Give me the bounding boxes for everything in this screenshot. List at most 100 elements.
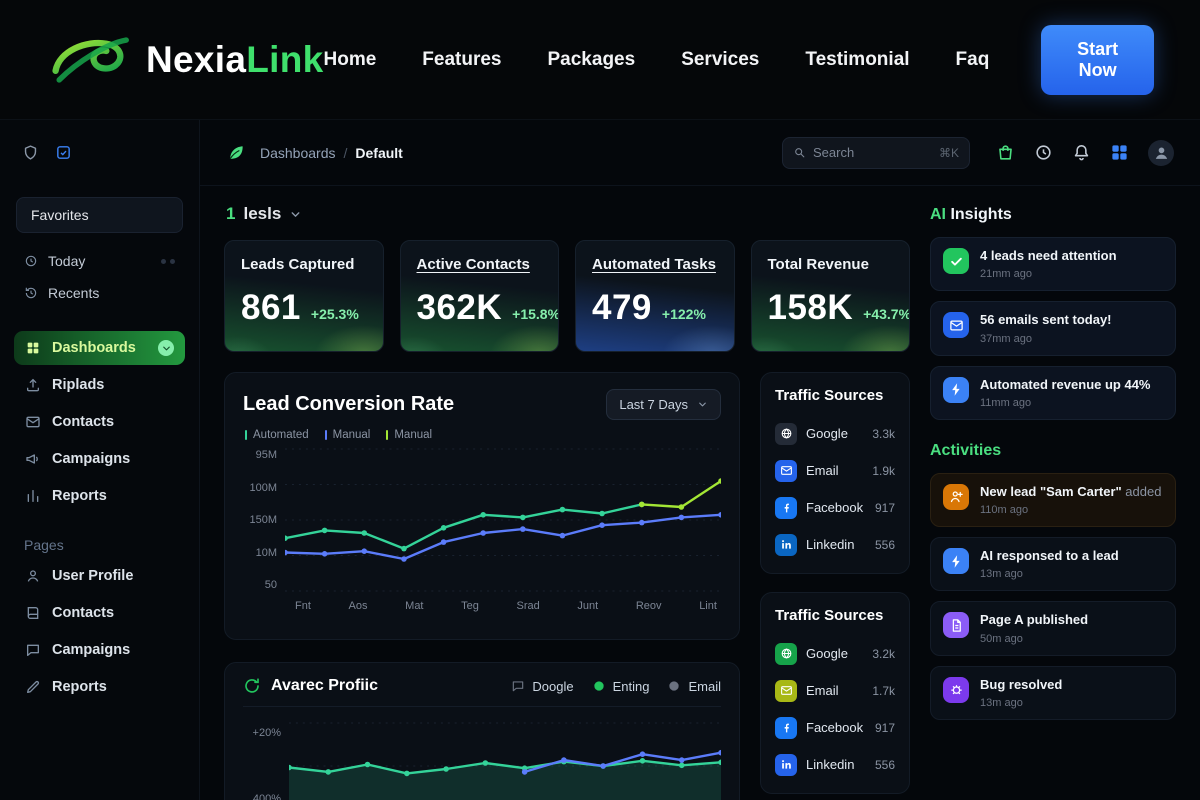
brand[interactable]: NexiaLink: [46, 31, 324, 89]
traffic-label: Facebook: [806, 720, 864, 735]
sidebar-item-dashboards[interactable]: Dashboards: [14, 331, 185, 365]
x-tick: Mat: [405, 600, 424, 612]
bug-icon: [943, 676, 969, 703]
stat-delta: +25.3%: [310, 306, 359, 322]
stat-card-leads-captured[interactable]: Leads Captured 861 +25.3%: [224, 240, 384, 352]
activity-text: AI responsed to a lead: [980, 548, 1119, 563]
nav-home[interactable]: Home: [323, 48, 377, 70]
traffic-row-email[interactable]: Email 1.9k: [775, 452, 895, 489]
activity-item-ai-response[interactable]: AI responsed to a lead 13m ago: [930, 537, 1176, 592]
sidebar-item-reports-page[interactable]: Reports: [14, 670, 185, 704]
stat-card-active-contacts[interactable]: Active Contacts 362K +15.8%: [399, 240, 559, 352]
legend-item-manual[interactable]: Manual: [324, 429, 370, 441]
breadcrumb-dashboards[interactable]: Dashboards: [260, 144, 336, 161]
topbar-icons: [996, 139, 1174, 166]
nav-packages[interactable]: Packages: [547, 48, 636, 70]
legend-item-manual-2[interactable]: Manual: [386, 429, 432, 441]
sidebar-item-campaigns[interactable]: Campaigns: [14, 442, 185, 476]
traffic-value: 917: [874, 500, 895, 515]
sidebar-item-favorites[interactable]: Favorites: [16, 197, 183, 233]
bar-chart-icon: [25, 488, 41, 504]
facebook-icon: [775, 496, 797, 519]
page-icon: [943, 612, 969, 639]
shield-icon[interactable]: [22, 144, 39, 161]
stat-value: 479: [592, 288, 652, 327]
stat-delta: +43.7%: [863, 306, 910, 322]
stats-row: Leads Captured 861 +25.3% Active Contact…: [224, 240, 910, 352]
traffic-label: Linkedin: [806, 537, 855, 552]
sidebar-item-contacts-page[interactable]: Contacts: [14, 596, 185, 630]
nav-features[interactable]: Features: [422, 48, 502, 70]
sidebar-item-label: Campaigns: [52, 642, 131, 658]
insight-item-leads[interactable]: 4 leads need attention 21mm ago: [930, 237, 1176, 292]
top-navbar: NexiaLink Home Features Packages Service…: [0, 0, 1200, 120]
sidebar-item-campaigns-page[interactable]: Campaigns: [14, 633, 185, 667]
traffic-row-google[interactable]: Google 3.2k: [775, 635, 895, 672]
traffic-row-facebook[interactable]: Facebook 917: [775, 709, 895, 746]
traffic-label: Facebook: [806, 500, 864, 515]
traffic-row-linkedin[interactable]: Linkedin 556: [775, 526, 895, 563]
legend-item-automated[interactable]: Automated: [245, 429, 309, 441]
bolt-icon: [943, 548, 969, 574]
stat-value: 861: [241, 288, 301, 327]
check-square-icon[interactable]: [55, 144, 72, 161]
traffic-row-facebook[interactable]: Facebook 917: [775, 489, 895, 526]
sidebar-item-contacts[interactable]: Contacts: [14, 405, 185, 439]
sidebar-menu: Dashboards Riplads Contacts Campaigns: [14, 331, 185, 513]
right-column: AI Insights 4 leads need attention 21mm …: [930, 202, 1176, 800]
activity-item-bug-resolved[interactable]: Bug resolved 13m ago: [930, 665, 1176, 720]
stat-value: 362K: [416, 288, 503, 327]
legend-item-doogle[interactable]: Doogle: [511, 679, 574, 694]
sidebar-item-reports[interactable]: Reports: [14, 479, 185, 513]
stat-title: Automated Tasks: [592, 256, 716, 273]
card-title: Traffic Sources: [775, 387, 884, 404]
sidebar-item-label: Recents: [48, 285, 100, 301]
stat-card-automated-tasks[interactable]: Automated Tasks 479 +122%: [575, 240, 735, 352]
clock-icon[interactable]: [1034, 143, 1053, 162]
range-label: Last 7 Days: [619, 397, 688, 412]
y-tick: 50: [264, 579, 277, 591]
chart-legend: Doogle Enting Email: [511, 679, 721, 694]
sidebar-item-label: Reports: [52, 488, 107, 504]
sidebar-item-label: User Profile: [52, 568, 134, 584]
search-box[interactable]: ⌘K: [782, 136, 970, 169]
range-selector[interactable]: Last 7 Days: [606, 389, 721, 420]
insight-item-emails[interactable]: 56 emails sent today! 37mm ago: [930, 301, 1176, 356]
leads-dropdown[interactable]: 1 lesls: [226, 204, 910, 224]
app-shell: Favorites Today Recents Dashboards Ripla…: [0, 120, 1200, 800]
sidebar-item-riplads[interactable]: Riplads: [14, 368, 185, 402]
bag-icon[interactable]: [996, 143, 1015, 162]
x-tick: Aos: [348, 600, 368, 612]
stat-card-total-revenue[interactable]: Total Revenue 158K +43.7%: [750, 240, 910, 352]
insight-text: 56 emails sent today!: [980, 312, 1112, 328]
traffic-row-linkedin[interactable]: Linkedin 556: [775, 746, 895, 783]
apps-grid-icon[interactable]: [1110, 143, 1129, 162]
bell-icon[interactable]: [1072, 143, 1091, 162]
globe-icon: [775, 422, 797, 445]
legend-item-email[interactable]: Email: [667, 679, 721, 694]
activity-time: 13m ago: [980, 696, 1023, 709]
brand-name: NexiaLink: [146, 39, 324, 81]
breadcrumb: Dashboards / Default: [260, 145, 403, 161]
avatar[interactable]: [1148, 139, 1174, 166]
traffic-row-email[interactable]: Email 1.7k: [775, 672, 895, 709]
nav-faq[interactable]: Faq: [955, 48, 990, 70]
start-now-button[interactable]: Start Now: [1041, 24, 1154, 95]
insight-item-revenue[interactable]: Automated revenue up 44% 11mm ago: [930, 365, 1176, 420]
activity-item-new-lead[interactable]: New lead "Sam Carter" added 110m ago: [930, 472, 1176, 527]
nav-testimonial[interactable]: Testimonial: [805, 48, 910, 70]
legend-item-enting[interactable]: Enting: [592, 679, 649, 694]
activity-item-page-published[interactable]: Page A published 50m ago: [930, 601, 1176, 656]
sidebar-item-user-profile[interactable]: User Profile: [14, 559, 185, 593]
charts-stack: Lead Conversion Rate Last 7 Days Automat…: [224, 372, 740, 800]
y-tick: 100M: [249, 481, 277, 494]
sidebar-item-today[interactable]: Today: [14, 245, 185, 277]
sidebar-item-recents[interactable]: Recents: [14, 277, 185, 309]
traffic-row-google[interactable]: Google 3.3k: [775, 415, 895, 452]
y-tick: 95M: [255, 449, 277, 461]
dot-icon: [592, 679, 606, 693]
nav-services[interactable]: Services: [681, 48, 760, 70]
topbar: Dashboards / Default ⌘K: [200, 120, 1200, 186]
search-input[interactable]: [813, 145, 932, 160]
